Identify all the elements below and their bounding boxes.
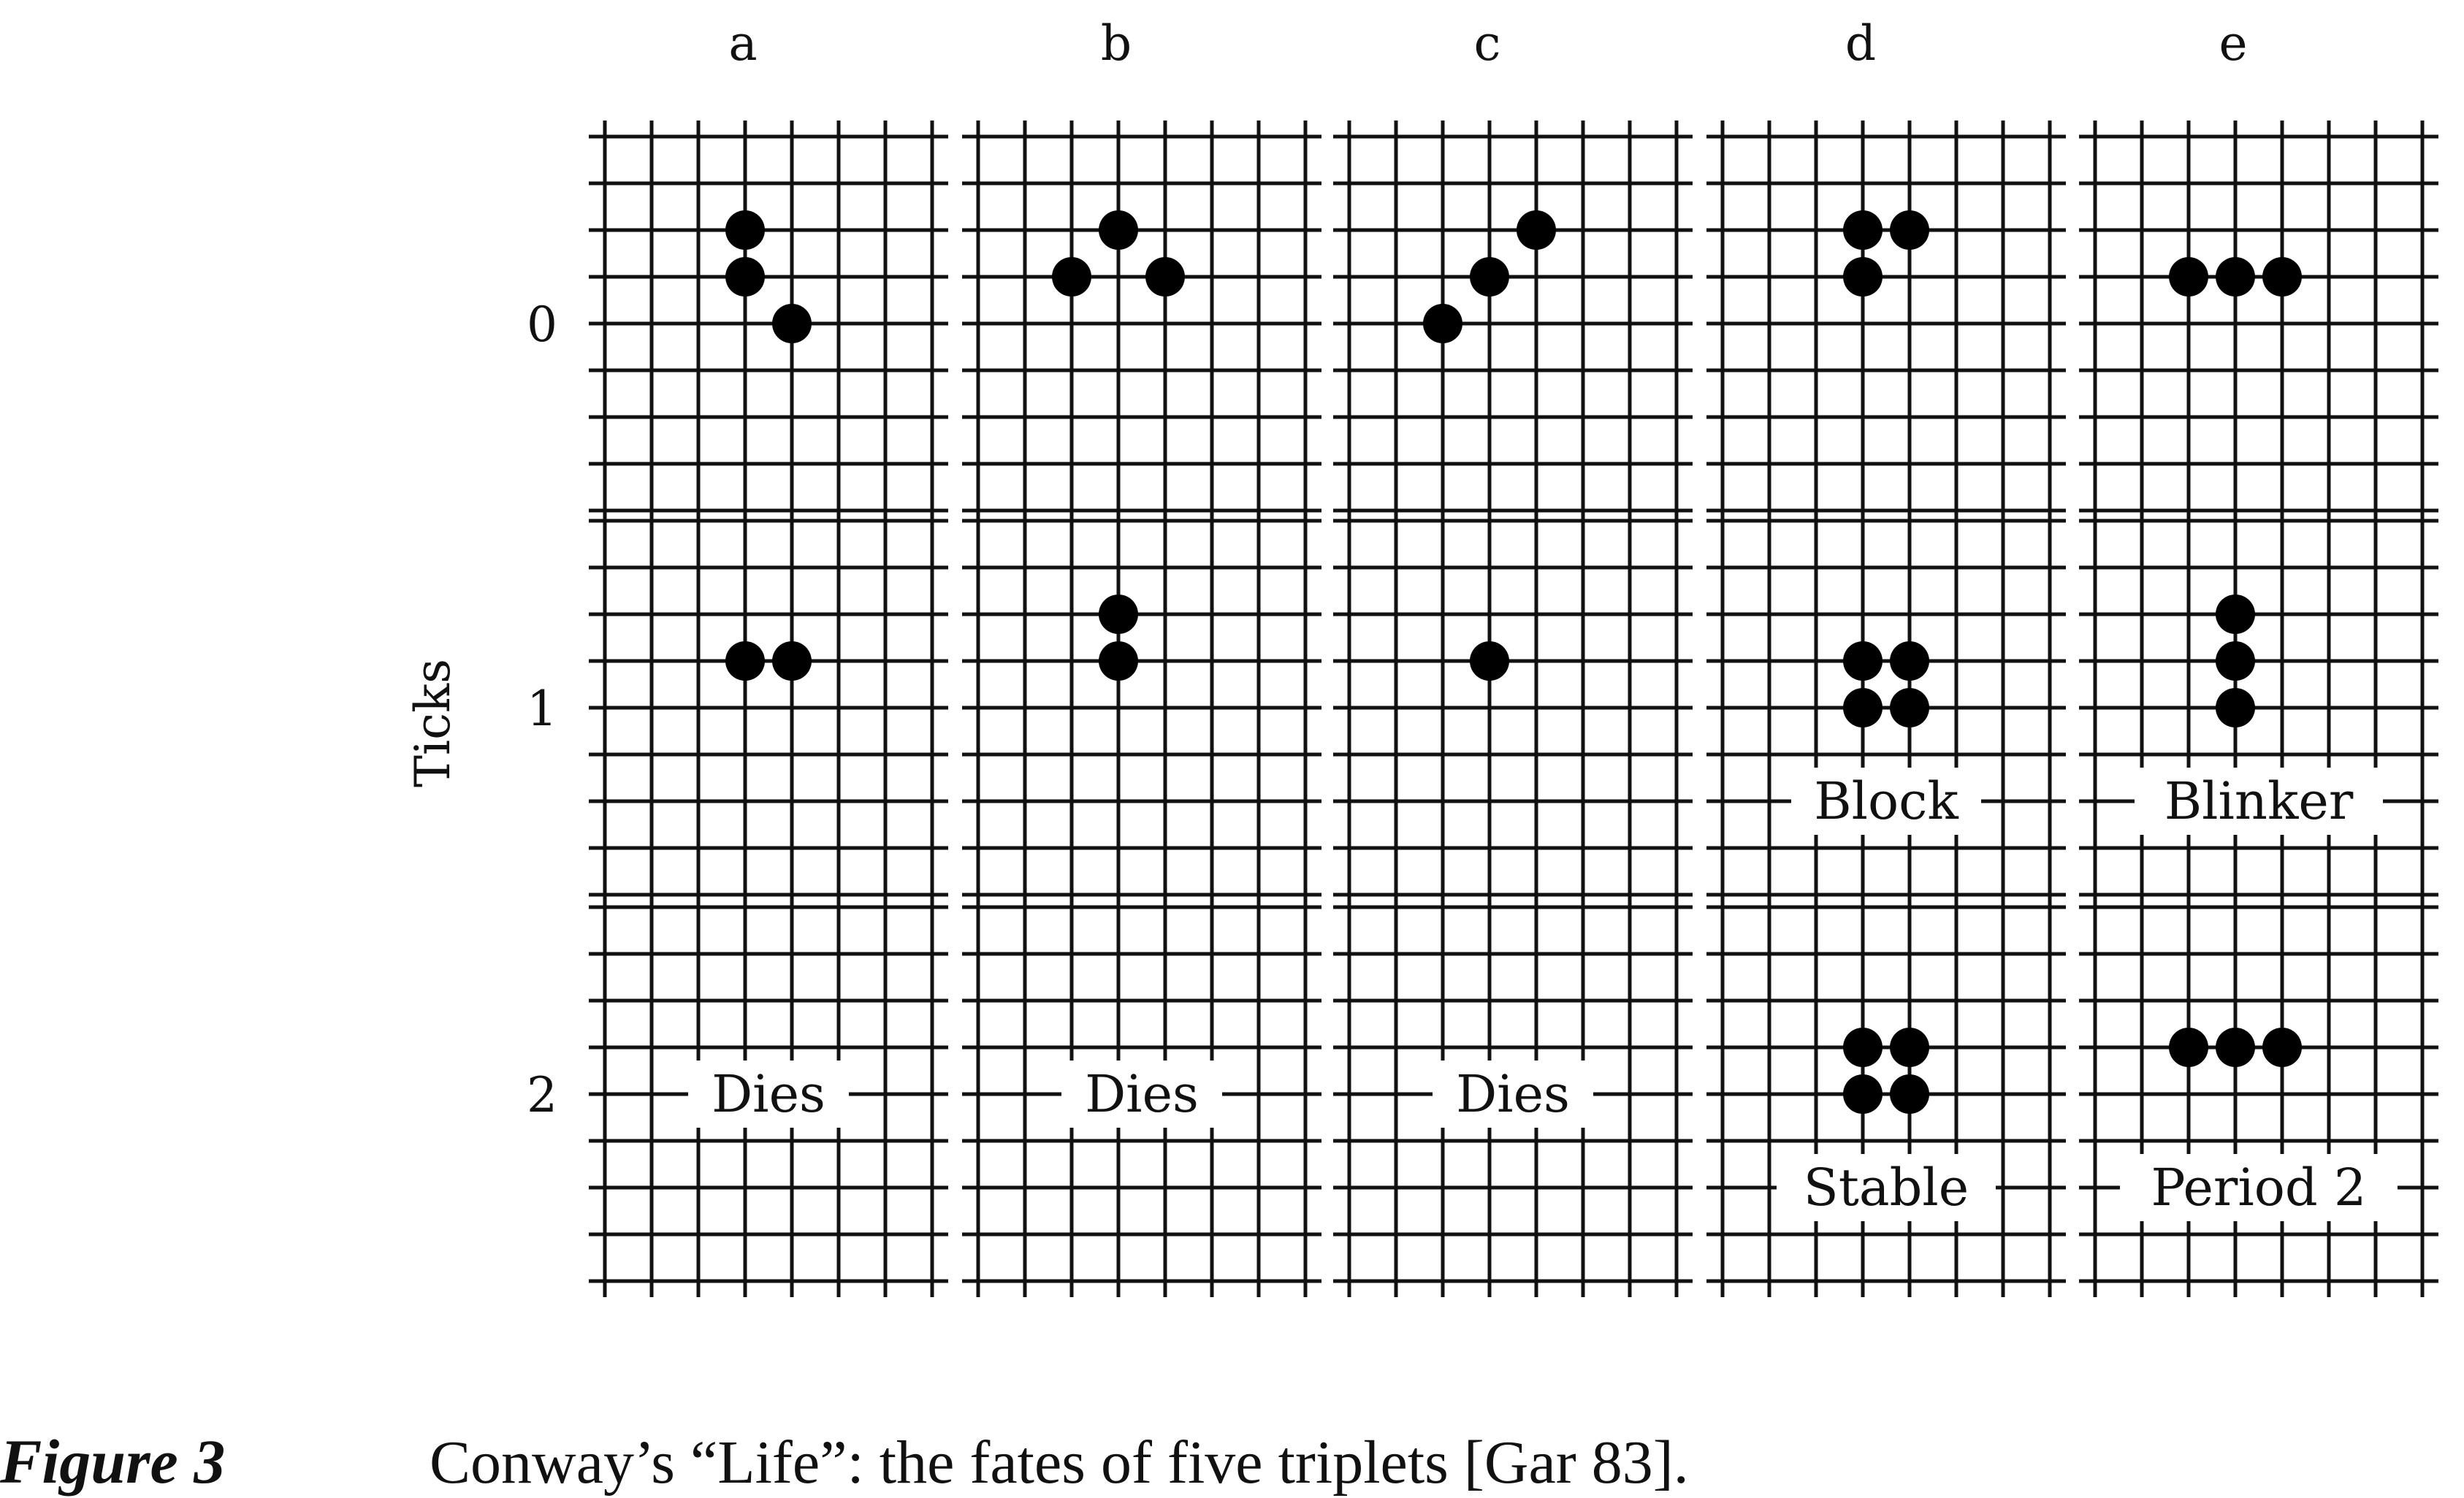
panel-b-1	[962, 505, 1321, 911]
live-cell	[1517, 210, 1556, 250]
live-cell	[1099, 595, 1138, 634]
live-cell	[772, 641, 812, 681]
label-backdrop	[1061, 1061, 1222, 1128]
grid-lines	[2079, 505, 2438, 911]
grid-lines	[2079, 891, 2438, 1297]
tick-label-0: 0	[527, 297, 557, 353]
fate-label: Dies	[712, 1064, 825, 1124]
live-cell	[1890, 1074, 1929, 1114]
live-cell	[772, 304, 812, 343]
panel-c-2: Dies	[1333, 891, 1693, 1297]
panel-b-0	[962, 121, 1321, 527]
column-label-d: d	[1845, 15, 1876, 72]
grid-lines	[1706, 891, 2066, 1297]
grid-lines	[2079, 121, 2438, 527]
panel-b-2: Dies	[962, 891, 1321, 1297]
live-cell	[1843, 688, 1883, 727]
label-backdrop	[1777, 1154, 1996, 1221]
live-cell	[725, 641, 765, 681]
panel-c-1	[1333, 505, 1693, 911]
column-labels: a b c d e	[728, 15, 2247, 72]
fate-label: Blinker	[2164, 771, 2354, 831]
live-cell	[1890, 210, 1929, 250]
fate-label: Stable	[1804, 1158, 1969, 1218]
fate-label: Dies	[1456, 1064, 1570, 1124]
panel-e-2: Period 2	[2079, 891, 2438, 1297]
live-cell	[1843, 641, 1883, 681]
live-cell	[1145, 257, 1185, 297]
live-cell	[1470, 641, 1509, 681]
live-cell	[1470, 257, 1509, 297]
live-cell	[725, 257, 765, 297]
grid-lines	[589, 505, 948, 911]
grid-lines	[1706, 505, 2066, 911]
live-cell	[1423, 304, 1462, 343]
grid-lines	[1706, 121, 2066, 527]
live-cell	[2216, 641, 2255, 681]
grid-lines	[1333, 121, 1693, 527]
label-backdrop	[2135, 768, 2383, 835]
live-cell	[1890, 641, 1929, 681]
panel-a-0	[589, 121, 948, 527]
panel-grid: Block Blinker Dies Dies Dies Stable Period 2	[589, 121, 2438, 1297]
column-label-e: e	[2219, 15, 2247, 72]
label-backdrop	[1791, 768, 1981, 835]
figure-number: Figure 3	[0, 1426, 225, 1497]
panel-a-2: Dies	[589, 891, 948, 1297]
fate-label: Block	[1814, 771, 1958, 831]
live-cell	[2262, 257, 2302, 297]
panel-d-0	[1706, 121, 2066, 527]
live-cell	[1890, 1028, 1929, 1067]
live-cell	[2169, 257, 2208, 297]
live-cell	[2262, 1028, 2302, 1067]
grid-lines	[1333, 505, 1693, 911]
grid-lines	[962, 505, 1321, 911]
live-cell	[1843, 257, 1883, 297]
column-label-a: a	[728, 15, 757, 72]
grid-lines	[962, 121, 1321, 527]
tick-label-1: 1	[527, 681, 557, 737]
grid-lines	[589, 891, 948, 1297]
live-cell	[1099, 641, 1138, 681]
column-label-b: b	[1101, 15, 1132, 72]
live-cell	[2169, 1028, 2208, 1067]
column-label-c: c	[1474, 15, 1501, 72]
panel-c-0	[1333, 121, 1693, 527]
label-backdrop	[688, 1061, 849, 1128]
panel-e-0	[2079, 121, 2438, 527]
panel-e-1: Blinker	[2079, 505, 2438, 911]
row-labels: 0 1 2	[527, 297, 557, 1123]
panel-d-2: Stable	[1706, 891, 2066, 1297]
fate-label: Dies	[1085, 1064, 1199, 1124]
live-cell	[1052, 257, 1091, 297]
label-backdrop	[2120, 1154, 2398, 1221]
live-cell	[2216, 688, 2255, 727]
figure-caption: Conway’s “Life”: the fates of five tripl…	[430, 1429, 1689, 1497]
tick-label-2: 2	[527, 1067, 557, 1123]
live-cell	[2216, 595, 2255, 634]
live-cell	[2216, 257, 2255, 297]
panel-a-1	[589, 505, 948, 911]
ticks-axis-label: Ticks	[405, 659, 461, 787]
live-cell	[1099, 210, 1138, 250]
live-cell	[1843, 1074, 1883, 1114]
label-backdrop	[1433, 1061, 1593, 1128]
panel-d-1: Block	[1706, 505, 2066, 911]
fate-label: Period 2	[2151, 1158, 2367, 1218]
live-cell	[1890, 688, 1929, 727]
live-cell	[725, 210, 765, 250]
live-cell	[1843, 1028, 1883, 1067]
grid-lines	[589, 121, 948, 527]
live-cell	[2216, 1028, 2255, 1067]
live-cell	[1843, 210, 1883, 250]
